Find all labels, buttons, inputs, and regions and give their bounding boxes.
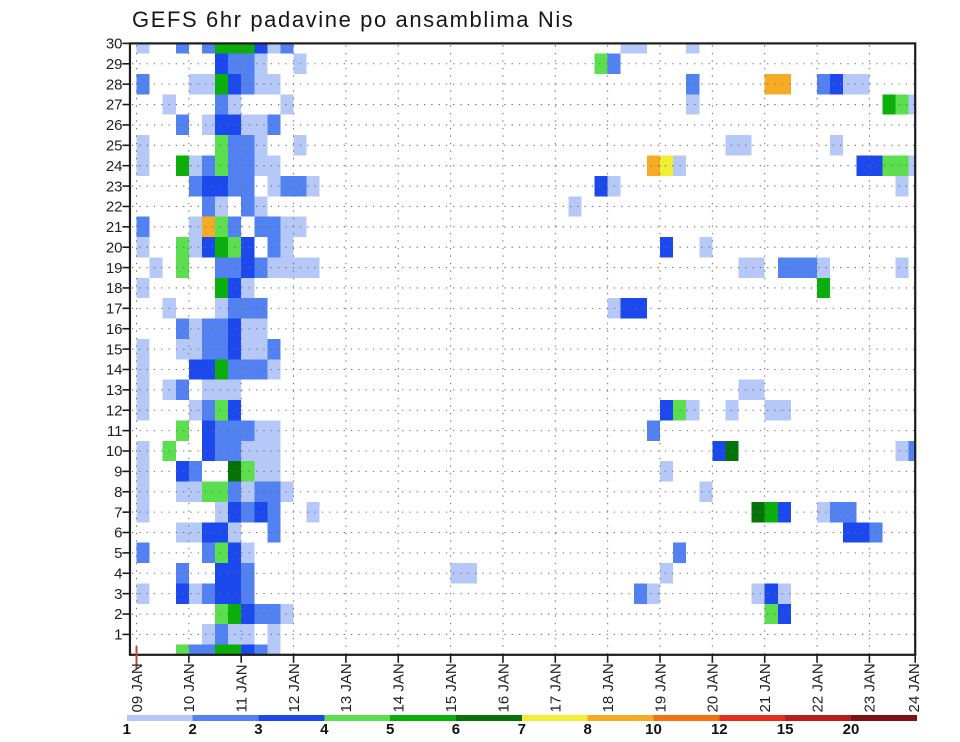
svg-text:10 JAN: 10 JAN: [181, 663, 198, 712]
svg-text:1: 1: [114, 627, 122, 644]
svg-text:14: 14: [106, 362, 123, 379]
svg-text:14 JAN: 14 JAN: [391, 663, 408, 712]
svg-text:12: 12: [711, 721, 728, 738]
svg-text:7: 7: [518, 721, 526, 738]
svg-text:15: 15: [106, 341, 123, 358]
svg-text:10: 10: [106, 443, 123, 460]
svg-text:7: 7: [114, 504, 122, 521]
svg-text:12 JAN: 12 JAN: [286, 663, 303, 712]
svg-text:18 JAN: 18 JAN: [600, 663, 617, 712]
svg-text:24 JAN: 24 JAN: [906, 663, 923, 712]
svg-text:28: 28: [106, 76, 123, 93]
svg-text:16 JAN: 16 JAN: [495, 663, 512, 712]
svg-text:20 JAN: 20 JAN: [705, 663, 722, 712]
svg-text:GEFS 6hr padavine po ansamblim: GEFS 6hr padavine po ansamblima Nis: [132, 7, 574, 32]
svg-text:2: 2: [188, 721, 196, 738]
svg-text:21 JAN: 21 JAN: [757, 663, 774, 712]
svg-text:20: 20: [843, 721, 860, 738]
svg-text:3: 3: [114, 586, 122, 603]
svg-text:4: 4: [114, 565, 122, 582]
svg-text:17: 17: [106, 301, 123, 318]
svg-text:5: 5: [114, 545, 122, 562]
svg-text:2: 2: [114, 606, 122, 623]
svg-text:23: 23: [106, 178, 123, 195]
svg-text:19 JAN: 19 JAN: [652, 663, 669, 712]
svg-text:6: 6: [114, 525, 122, 542]
svg-text:25: 25: [106, 138, 123, 155]
svg-text:22 JAN: 22 JAN: [809, 663, 826, 712]
svg-text:15: 15: [777, 721, 794, 738]
svg-text:15 JAN: 15 JAN: [443, 663, 460, 712]
svg-text:23 JAN: 23 JAN: [862, 663, 879, 712]
svg-text:8: 8: [583, 721, 591, 738]
svg-text:26: 26: [106, 117, 123, 134]
svg-text:21: 21: [106, 219, 123, 236]
svg-text:27: 27: [106, 97, 123, 114]
svg-text:8: 8: [114, 484, 122, 501]
svg-text:3: 3: [254, 721, 262, 738]
svg-text:29: 29: [106, 56, 123, 73]
svg-text:19: 19: [106, 260, 123, 277]
svg-text:13: 13: [106, 382, 123, 399]
svg-text:22: 22: [106, 199, 123, 216]
svg-text:10: 10: [645, 721, 662, 738]
svg-text:11: 11: [107, 423, 123, 440]
svg-text:5: 5: [386, 721, 394, 738]
svg-text:09 JAN: 09 JAN: [129, 663, 146, 712]
svg-text:1: 1: [123, 721, 131, 738]
svg-text:16: 16: [106, 321, 123, 338]
svg-text:13 JAN: 13 JAN: [338, 663, 355, 712]
svg-text:30: 30: [106, 36, 123, 53]
svg-text:18: 18: [106, 280, 123, 297]
svg-text:20: 20: [106, 239, 123, 256]
svg-text:6: 6: [452, 721, 460, 738]
svg-text:17 JAN: 17 JAN: [548, 663, 565, 712]
svg-text:24: 24: [106, 158, 123, 175]
svg-text:9: 9: [114, 464, 122, 481]
svg-text:11 JAN: 11 JAN: [234, 664, 251, 712]
svg-text:4: 4: [320, 721, 329, 738]
svg-text:12: 12: [106, 402, 123, 419]
